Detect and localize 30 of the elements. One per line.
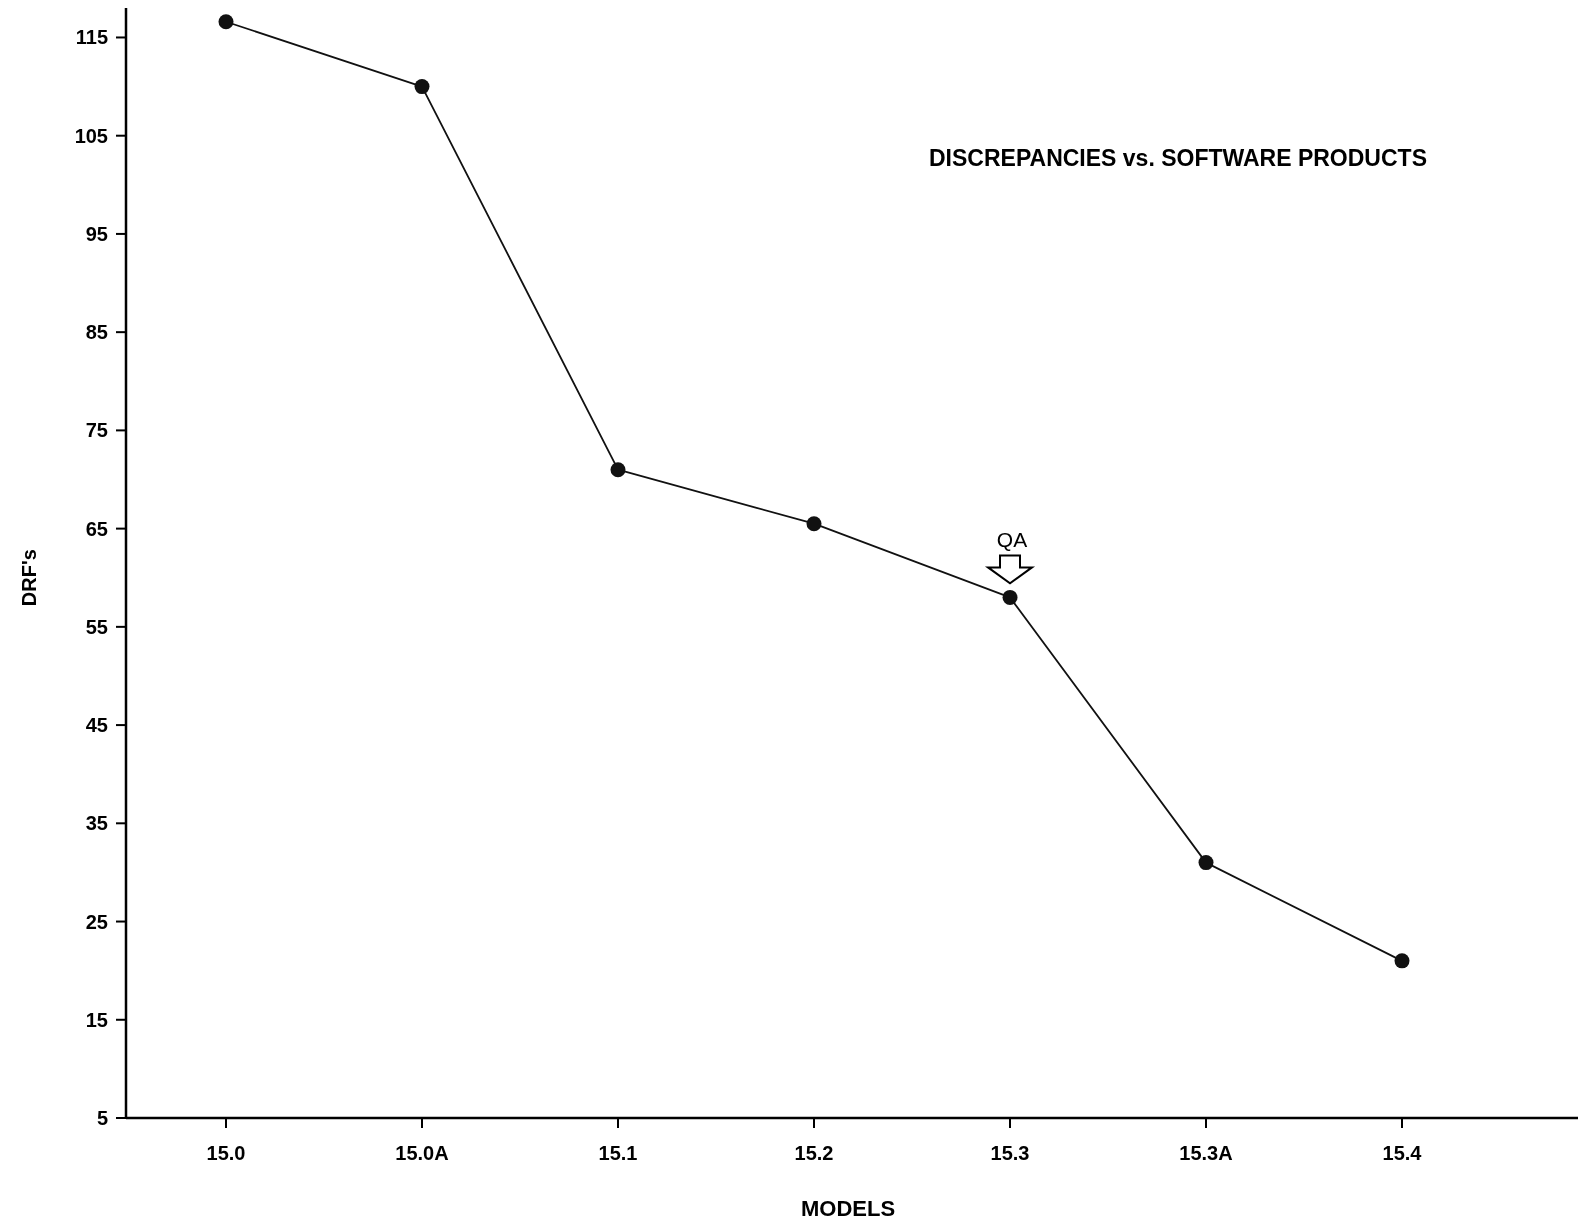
point: [610, 462, 626, 478]
y-tick-label: 15: [85, 1008, 108, 1031]
point: [1002, 589, 1018, 605]
point: [414, 79, 430, 95]
x-tick-label: 15.1: [598, 1142, 638, 1164]
y-tick-label: 45: [85, 714, 108, 737]
y-tick-label: 65: [85, 517, 108, 540]
point: [1198, 855, 1214, 871]
y-tick-label: 85: [85, 321, 108, 344]
point: [1394, 953, 1410, 969]
x-tick-label: 15.0A: [395, 1142, 449, 1164]
point: [806, 516, 822, 532]
x-tick-label: 15.0: [206, 1142, 246, 1164]
y-tick-label: 5: [96, 1107, 108, 1129]
y-tick-label: 55: [85, 615, 108, 638]
y-tick-label: 35: [85, 812, 108, 835]
x-tick-label: 15.3: [990, 1142, 1030, 1164]
x-tick-label: 15.3A: [1179, 1142, 1233, 1164]
text: DISCREPANCIES vs. SOFTWARE PRODUCTS: [929, 145, 1427, 171]
point: [218, 14, 234, 30]
x-axis-title: MODELS: [800, 1196, 896, 1221]
y-tick-label: 75: [85, 419, 108, 442]
y-tick-label: 25: [85, 910, 108, 933]
annotation: QA: [996, 528, 1028, 552]
y-tick-label: 115: [75, 26, 108, 49]
y-tick-label: 95: [85, 222, 108, 245]
y-axis-title: DRF's: [18, 549, 40, 607]
y-tick-label: 105: [74, 124, 108, 147]
x-tick-label: 15.4: [1382, 1142, 1423, 1164]
x-tick-label: 15.2: [794, 1142, 834, 1164]
